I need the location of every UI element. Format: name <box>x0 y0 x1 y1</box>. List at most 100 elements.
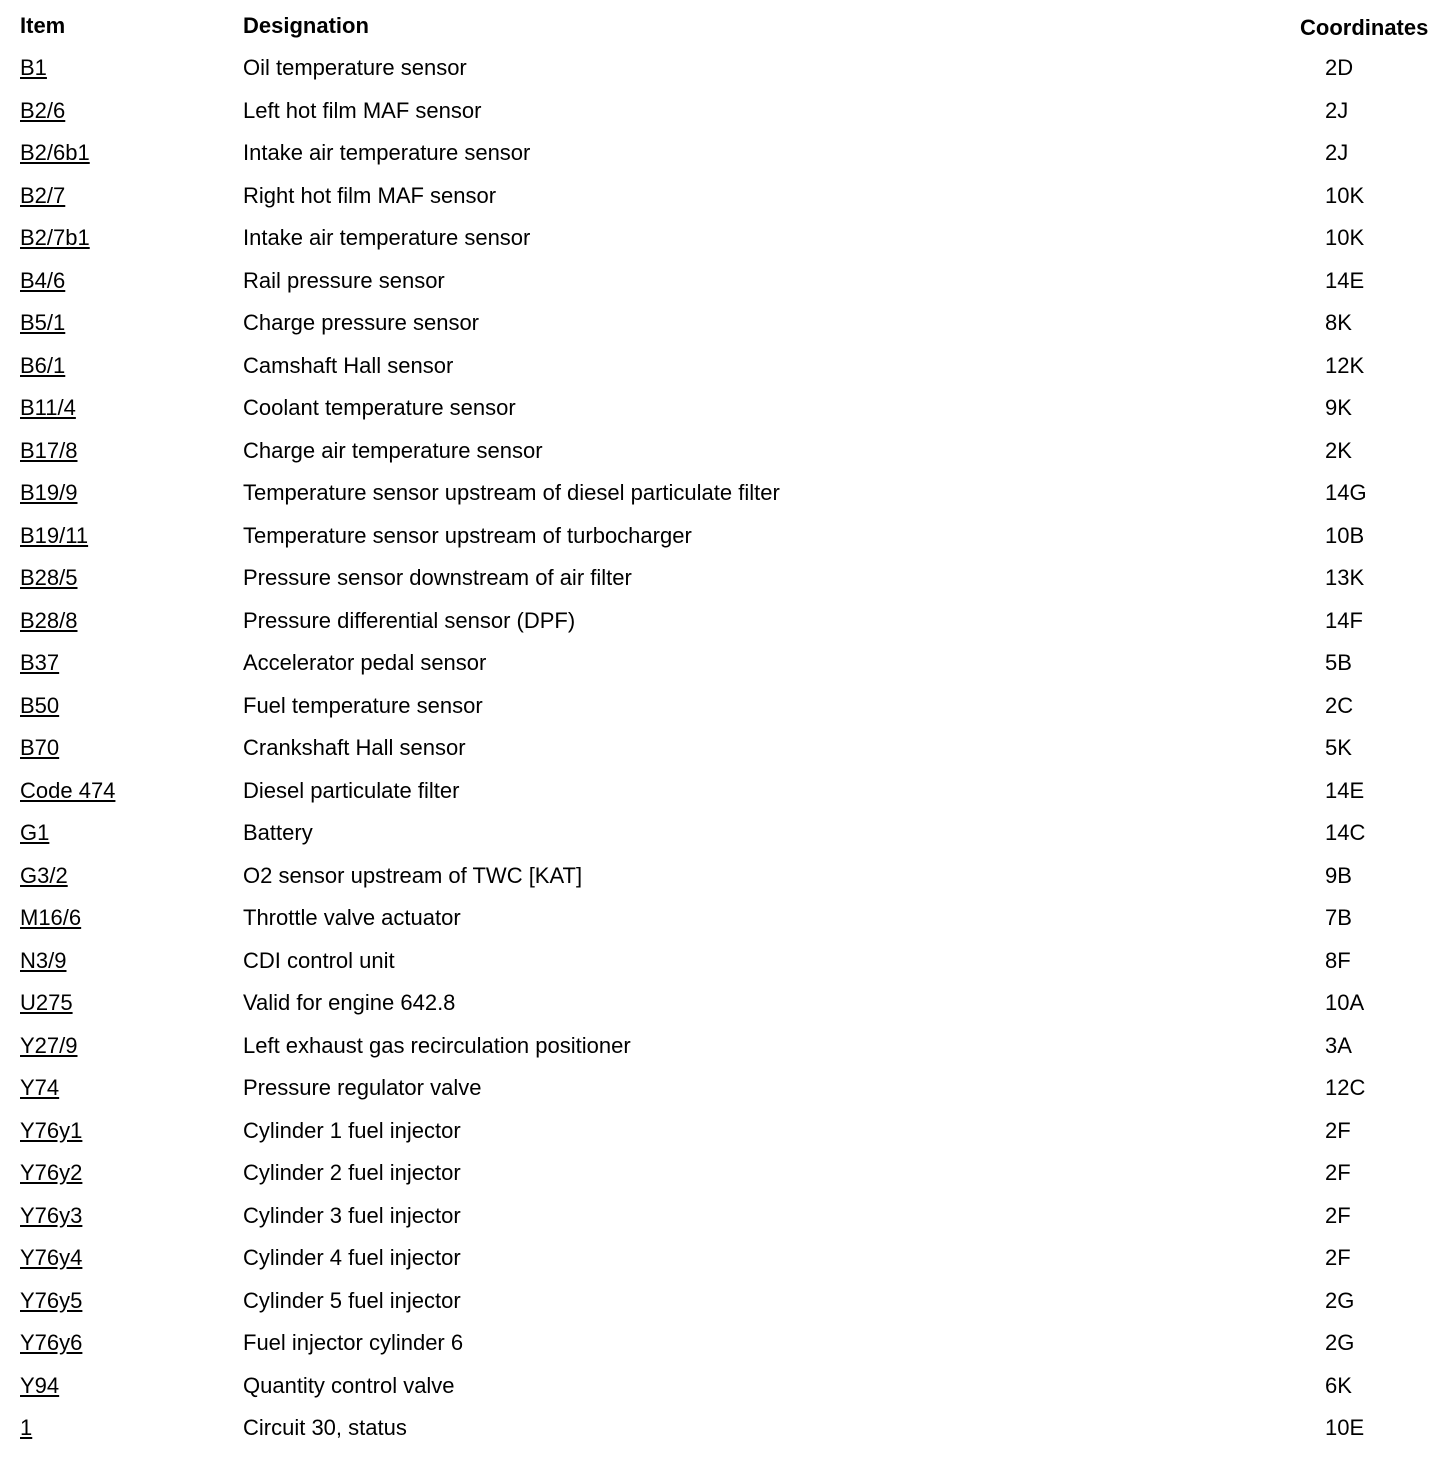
item-link[interactable]: Y76y2 <box>20 1160 83 1185</box>
item-link[interactable]: B17/8 <box>20 437 78 463</box>
item-link[interactable]: B19/11 <box>20 522 89 548</box>
item-link[interactable]: Y27/9 <box>20 1032 78 1058</box>
header-coordinates: Coordinates <box>1300 15 1429 40</box>
item-link[interactable]: B2/6 <box>20 97 66 123</box>
item-link[interactable]: B5/1 <box>20 310 66 335</box>
table-row: G1 Battery 14C <box>0 819 1456 862</box>
coordinates-cell: 10A <box>1325 990 1365 1015</box>
designation-cell: Rail pressure sensor <box>243 267 445 293</box>
item-link[interactable]: B37 <box>20 650 60 675</box>
item-link[interactable]: Code 474 <box>20 777 116 803</box>
designation-cell: Cylinder 5 fuel injector <box>243 1287 461 1313</box>
item-link[interactable]: G3/2 <box>20 862 68 888</box>
designation-cell: Fuel temperature sensor <box>243 692 483 718</box>
coordinates-cell: 2K <box>1325 437 1352 463</box>
designation-cell: Diesel particulate filter <box>243 777 460 803</box>
item-link[interactable]: 1 <box>20 1415 33 1440</box>
designation-cell: Intake air temperature sensor <box>243 225 531 250</box>
item-link[interactable]: M16/6 <box>20 905 82 930</box>
table-row: B50 Fuel temperature sensor 2C <box>0 692 1456 735</box>
designation-cell: Oil temperature sensor <box>243 55 467 80</box>
item-link[interactable]: B28/5 <box>20 565 78 590</box>
table-row: Y76y2 Cylinder 2 fuel injector 2F <box>0 1159 1456 1202</box>
designation-cell: Coolant temperature sensor <box>243 395 516 420</box>
coordinates-cell: 2J <box>1325 140 1349 165</box>
designation-cell: Fuel injector cylinder 6 <box>243 1330 464 1355</box>
coordinates-cell: 2F <box>1325 1117 1351 1143</box>
designation-cell: Charge pressure sensor <box>243 310 480 335</box>
coordinates-cell: 14E <box>1325 777 1365 803</box>
table-row: U275 Valid for engine 642.8 10A <box>0 989 1456 1032</box>
designation-cell: Battery <box>243 820 313 845</box>
table-row: B2/7b1 Intake air temperature sensor 10K <box>0 224 1456 267</box>
item-link[interactable]: B1 <box>20 55 47 80</box>
table-row: B6/1 Camshaft Hall sensor 12K <box>0 352 1456 395</box>
coordinates-cell: 14C <box>1325 820 1366 845</box>
designation-cell: Circuit 30, status <box>243 1415 407 1440</box>
table-row: Y76y6 Fuel injector cylinder 6 2G <box>0 1329 1456 1372</box>
designation-cell: Cylinder 3 fuel injector <box>243 1202 461 1228</box>
coordinates-cell: 14F <box>1325 607 1363 633</box>
designation-cell: Pressure regulator valve <box>243 1075 482 1100</box>
table-row: Y76y1 Cylinder 1 fuel injector 2F <box>0 1117 1456 1160</box>
item-link[interactable]: Y76y5 <box>20 1287 83 1313</box>
designation-cell: Left exhaust gas recirculation positione… <box>243 1032 631 1058</box>
item-link[interactable]: Y74 <box>20 1075 60 1100</box>
header-designation: Designation <box>243 13 369 38</box>
table-row: B2/6 Left hot film MAF sensor 2J <box>0 97 1456 140</box>
header-item: Item <box>20 13 66 38</box>
coordinates-cell: 2G <box>1325 1330 1355 1355</box>
item-link[interactable]: B2/7b1 <box>20 225 90 250</box>
item-link[interactable]: G1 <box>20 820 50 845</box>
table-row: G3/2 O2 sensor upstream of TWC [KAT] 9B <box>0 862 1456 905</box>
designation-cell: Camshaft Hall sensor <box>243 352 454 378</box>
table-row: M16/6 Throttle valve actuator 7B <box>0 904 1456 947</box>
coordinates-cell: 9B <box>1325 862 1352 888</box>
table-row: B2/7 Right hot film MAF sensor 10K <box>0 182 1456 225</box>
item-link[interactable]: B2/7 <box>20 182 66 208</box>
table-row: Y74 Pressure regulator valve 12C <box>0 1074 1456 1117</box>
item-link[interactable]: N3/9 <box>20 947 67 973</box>
coordinates-cell: 12K <box>1325 352 1365 378</box>
item-link[interactable]: B50 <box>20 692 60 718</box>
table-row: B1 Oil temperature sensor 2D <box>0 54 1456 97</box>
table-row: B19/11 Temperature sensor upstream of tur… <box>0 522 1456 565</box>
item-link[interactable]: B2/6b1 <box>20 140 90 165</box>
coordinates-cell: 12C <box>1325 1075 1366 1100</box>
table-row: Y27/9 Left exhaust gas recirculation posi… <box>0 1032 1456 1075</box>
designation-cell: Valid for engine 642.8 <box>243 990 456 1015</box>
table-row: Code 474 Diesel particulate filter 14E <box>0 777 1456 820</box>
item-link[interactable]: Y76y6 <box>20 1330 83 1355</box>
coordinates-cell: 2C <box>1325 692 1354 718</box>
designation-cell: Cylinder 1 fuel injector <box>243 1117 461 1143</box>
coordinates-cell: 13K <box>1325 565 1365 590</box>
table-row: B17/8 Charge air temperature sensor 2K <box>0 437 1456 480</box>
coordinates-cell: 5B <box>1325 650 1352 675</box>
table-row: B37 Accelerator pedal sensor 5B <box>0 649 1456 692</box>
item-link[interactable]: B70 <box>20 735 60 760</box>
coordinates-cell: 10E <box>1325 1415 1365 1440</box>
item-link[interactable]: U275 <box>20 990 73 1015</box>
item-link[interactable]: Y76y3 <box>20 1202 83 1228</box>
item-link[interactable]: Y76y1 <box>20 1117 83 1143</box>
designation-cell: O2 sensor upstream of TWC [KAT] <box>243 862 583 888</box>
designation-cell: Temperature sensor upstream of diesel pa… <box>243 480 780 505</box>
table-row: B28/8 Pressure differential sensor (DPF) 1… <box>0 607 1456 650</box>
table-row: B4/6 Rail pressure sensor 14E <box>0 267 1456 310</box>
item-link[interactable]: B4/6 <box>20 267 66 293</box>
designation-cell: Throttle valve actuator <box>243 905 461 930</box>
item-link[interactable]: B11/4 <box>20 395 76 420</box>
item-link[interactable]: Y76y4 <box>20 1245 83 1270</box>
item-link[interactable]: B28/8 <box>20 607 78 633</box>
designation-cell: Quantity control valve <box>243 1372 455 1398</box>
item-link[interactable]: B19/9 <box>20 480 78 505</box>
component-table: B1 Oil temperature sensor 2D B2/6 Left hot f… <box>0 54 1456 1457</box>
coordinates-cell: 2F <box>1325 1202 1351 1228</box>
item-link[interactable]: Y94 <box>20 1372 60 1398</box>
coordinates-cell: 14E <box>1325 267 1365 293</box>
designation-cell: Right hot film MAF sensor <box>243 182 497 208</box>
table-row: Y76y4 Cylinder 4 fuel injector 2F <box>0 1244 1456 1287</box>
coordinates-cell: 2J <box>1325 97 1349 123</box>
item-link[interactable]: B6/1 <box>20 352 66 378</box>
coordinates-cell: 2D <box>1325 55 1354 80</box>
